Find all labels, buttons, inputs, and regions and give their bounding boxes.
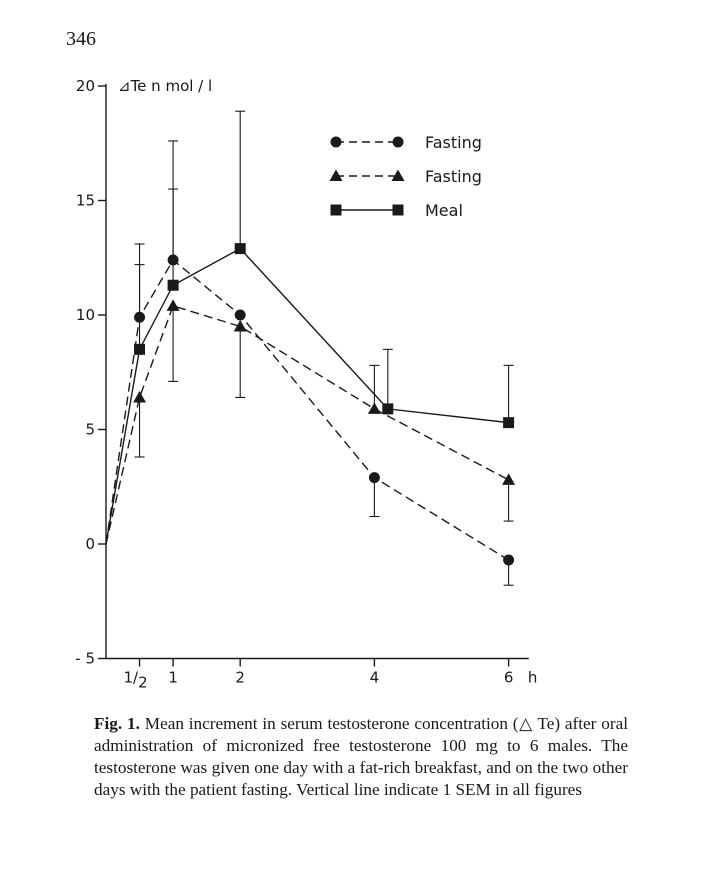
y-tick-label: - 5	[75, 650, 95, 668]
y-tick-label: 0	[85, 535, 95, 553]
data-point	[234, 309, 246, 321]
x-tick-label: 1	[168, 669, 178, 687]
x-axis-label: h	[528, 669, 538, 687]
data-point	[502, 473, 516, 485]
caption-text: Mean increment in serum testosterone con…	[94, 714, 628, 799]
legend-marker	[392, 136, 404, 148]
figure-caption: Fig. 1. Mean increment in serum testoste…	[94, 713, 628, 801]
x-tick-label: 1/2	[123, 669, 147, 692]
legend-marker	[330, 204, 342, 216]
series-triangle	[105, 299, 516, 545]
legend-item: Fasting	[329, 167, 482, 186]
series-circle	[105, 188, 515, 586]
caption-label: Fig. 1.	[94, 714, 140, 733]
line-chart: - 5 0 5 10 15 20 1/2 1 2 4 6 h ⊿Te n mol / l Fasting…	[75, 77, 537, 692]
page-number: 346	[66, 28, 96, 50]
series-line	[105, 304, 509, 545]
data-point	[166, 299, 180, 311]
x-tick-label: 2	[235, 669, 245, 687]
series-square	[105, 110, 515, 545]
data-point	[134, 343, 146, 355]
legend-label: Meal	[425, 201, 463, 220]
data-point	[503, 417, 515, 429]
data-point	[368, 472, 380, 484]
legend-marker	[329, 169, 343, 181]
legend-item: Fasting	[330, 133, 482, 152]
legend-label: Fasting	[425, 167, 482, 186]
data-point	[233, 319, 247, 332]
y-tick-label: 10	[76, 306, 95, 324]
chart-axes: - 5 0 5 10 15 20 1/2 1 2 4 6 h ⊿Te n mol / l	[75, 77, 537, 692]
data-point	[503, 554, 515, 566]
series-line	[105, 258, 509, 561]
chart-legend: Fasting Fasting Meal	[329, 133, 482, 220]
y-tick-label: 20	[76, 77, 95, 95]
legend-marker	[392, 204, 404, 216]
data-point	[234, 243, 246, 255]
data-point	[133, 390, 147, 403]
chart-series	[105, 110, 516, 586]
y-tick-label: 5	[85, 421, 95, 439]
x-tick-label: 6	[504, 669, 514, 687]
legend-item: Meal	[330, 201, 463, 220]
y-tick-label: 15	[76, 192, 95, 210]
legend-marker	[330, 136, 342, 148]
x-tick-label: 4	[370, 669, 380, 687]
legend-marker	[391, 169, 405, 181]
data-point	[167, 279, 179, 291]
series-line	[105, 247, 509, 545]
y-axis-label: ⊿Te n mol / l	[118, 77, 212, 95]
legend-label: Fasting	[425, 133, 482, 152]
data-point	[382, 403, 394, 415]
